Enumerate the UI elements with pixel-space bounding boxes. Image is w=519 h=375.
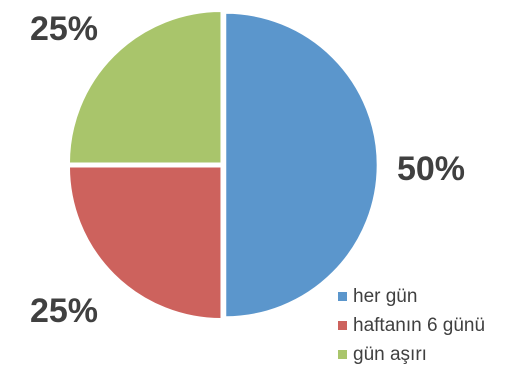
pie-slices — [68, 10, 379, 320]
pie-labels: 50% 25% 25% — [30, 10, 465, 330]
legend-swatch-her-gun — [338, 292, 347, 301]
legend-swatch-gun-asiri — [338, 350, 347, 359]
legend-label-haftanin-6-gunu: haftanın 6 günü — [353, 314, 486, 336]
pie-slice-haftanin-6-gunu — [68, 166, 222, 320]
legend: her gün haftanın 6 günü gün aşırı — [338, 282, 485, 369]
legend-item-gun-asiri: gün aşırı — [338, 340, 485, 369]
legend-label-gun-asiri: gün aşırı — [353, 343, 427, 365]
legend-item-her-gun: her gün — [338, 282, 485, 311]
pie-slice-her-gun — [224, 12, 379, 318]
legend-item-haftanin-6-gunu: haftanın 6 günü — [338, 311, 485, 340]
pie-label-gun-asiri: 25% — [30, 10, 98, 48]
pie-label-her-gun: 50% — [397, 150, 465, 188]
pie-slice-gun-asiri — [68, 10, 222, 164]
pie-label-haftanin-6-gunu: 25% — [30, 292, 98, 330]
legend-label-her-gun: her gün — [353, 285, 418, 307]
legend-swatch-haftanin-6-gunu — [338, 321, 347, 330]
